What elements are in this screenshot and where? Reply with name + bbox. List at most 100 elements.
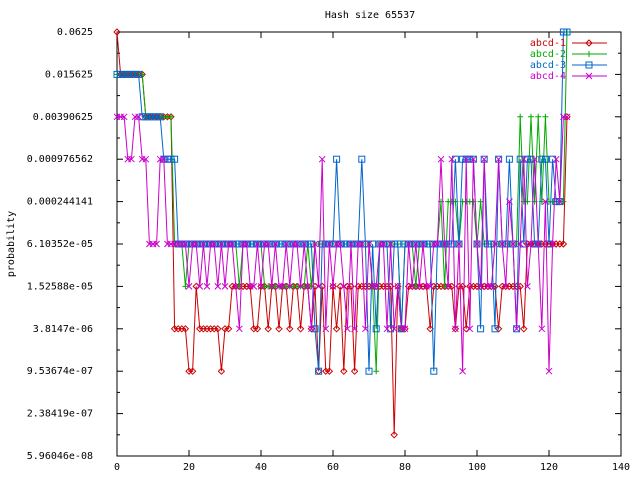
data-point [538, 325, 546, 333]
data-point [362, 325, 369, 333]
data-point [473, 240, 481, 248]
data-point [448, 240, 456, 248]
y-tick-label: 2.38419e-07 [27, 409, 93, 420]
data-point [488, 283, 495, 290]
y-axis-label: probability [6, 211, 17, 277]
data-point [217, 367, 226, 375]
data-point [340, 283, 348, 290]
legend-entry: abcd-3 [530, 60, 607, 71]
data-point [552, 155, 560, 163]
data-point [509, 240, 517, 248]
y-tick-label: 9.53674e-07 [27, 366, 93, 377]
x-tick-label: 100 [468, 462, 486, 473]
data-point [250, 283, 258, 290]
data-point [117, 70, 125, 78]
data-point [373, 368, 380, 375]
data-point [358, 240, 366, 248]
data-point [315, 367, 323, 375]
data-point [383, 325, 391, 333]
x-tick-label: 80 [399, 462, 411, 473]
data-point [224, 325, 233, 333]
data-point [524, 283, 531, 290]
data-point [462, 155, 470, 163]
data-point [232, 283, 240, 290]
data-point [149, 113, 157, 121]
data-point [268, 283, 276, 290]
data-point [470, 155, 477, 163]
x-tick-label: 40 [255, 462, 267, 473]
data-point [124, 70, 132, 78]
data-point [318, 240, 326, 248]
legend-marker [585, 61, 593, 69]
data-point [350, 367, 359, 375]
data-point [279, 283, 286, 290]
data-point [380, 240, 387, 248]
data-point [542, 113, 549, 120]
legend-entry: abcd-2 [530, 49, 607, 60]
data-point [254, 240, 261, 248]
data-point [441, 240, 448, 248]
data-point [257, 283, 265, 290]
data-point [113, 28, 121, 36]
series-line [117, 116, 567, 372]
data-point [203, 283, 211, 290]
data-point [308, 325, 315, 333]
data-point [390, 325, 398, 333]
data-point [556, 198, 564, 205]
data-point [293, 240, 301, 248]
data-point [188, 367, 197, 375]
data-point [365, 240, 373, 248]
chart-title: Hash size 65537 [325, 10, 415, 21]
data-point [329, 282, 337, 291]
data-point [502, 283, 510, 290]
data-point [549, 240, 556, 248]
data-point [405, 240, 412, 248]
data-point [358, 155, 366, 163]
data-point [563, 28, 571, 36]
data-point [495, 155, 502, 163]
data-point [527, 240, 535, 248]
data-point [477, 283, 484, 290]
data-point [513, 325, 520, 333]
y-tick-label: 1.52588e-05 [27, 281, 93, 292]
data-point [325, 367, 334, 375]
y-tick-label: 0.0625 [57, 27, 93, 38]
data-point [318, 155, 326, 163]
data-point [441, 283, 448, 290]
legend-marker [585, 39, 593, 47]
x-tick-label: 60 [327, 462, 339, 473]
data-point [340, 367, 348, 375]
data-point [264, 240, 272, 248]
x-tick-label: 20 [183, 462, 195, 473]
data-point [332, 325, 341, 333]
data-point [477, 325, 485, 333]
data-point [506, 198, 513, 205]
data-point [416, 283, 423, 290]
data-point [322, 325, 330, 333]
data-point [167, 155, 175, 163]
data-point [505, 155, 513, 163]
data-point [542, 198, 549, 205]
data-point [139, 71, 146, 78]
data-point [272, 240, 279, 248]
data-point [541, 155, 549, 163]
data-point [480, 155, 488, 163]
data-point [408, 283, 416, 290]
data-point [297, 283, 304, 290]
legend-entry: abcd-4 [530, 71, 607, 82]
data-point [301, 283, 308, 290]
data-point [365, 367, 373, 375]
data-point [181, 325, 190, 333]
data-point [160, 155, 168, 163]
series-layer [113, 28, 571, 439]
data-point [200, 240, 207, 248]
data-point [131, 70, 139, 78]
data-point [153, 240, 160, 248]
data-point [491, 325, 499, 333]
data-point [196, 283, 204, 290]
legend-entry: abcd-1 [530, 38, 607, 49]
data-point [221, 283, 229, 290]
data-point [135, 70, 143, 78]
